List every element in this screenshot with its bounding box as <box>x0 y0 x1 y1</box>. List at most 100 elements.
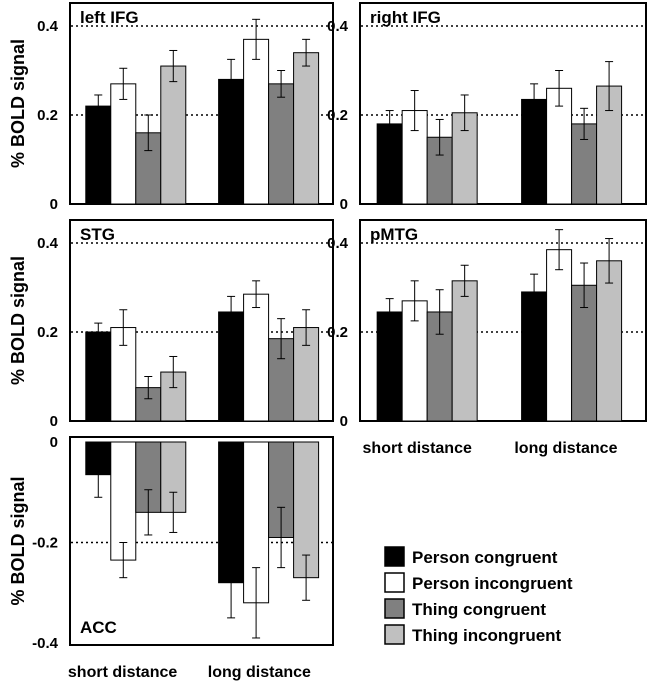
error-bar <box>580 262 589 309</box>
error-bar <box>385 110 394 138</box>
error-bar <box>580 107 589 140</box>
y-tick-label: -0.2 <box>32 535 58 552</box>
error-bar <box>302 38 311 67</box>
bar-person-incongruent-short-distance <box>110 441 137 561</box>
error-bar <box>144 376 153 400</box>
bar-thing-incongruent-short-distance <box>160 65 187 205</box>
y-tick-label: 0 <box>50 196 58 213</box>
error-bar <box>252 18 261 60</box>
error-bar <box>555 70 564 107</box>
panel-right-ifg: 0 0.2 0.4 right IFG <box>327 2 647 213</box>
y-tick-label: 0.4 <box>37 18 59 35</box>
y-tick-label: 0 <box>340 413 348 430</box>
bar-person-congruent-long-distance <box>521 291 548 422</box>
bar-person-congruent-short-distance <box>85 105 112 205</box>
panel-title: pMTG <box>370 225 418 244</box>
y-tick-label: 0.2 <box>327 324 348 341</box>
panel-title: right IFG <box>370 8 441 27</box>
legend-item-person-incongruent: Person incongruent <box>384 572 573 593</box>
error-bar <box>144 489 153 536</box>
y-axis-label: % BOLD signal <box>8 256 28 385</box>
error-bar <box>435 118 444 156</box>
bar-thing-incongruent-short-distance <box>451 280 478 422</box>
panel-left-ifg: 0 0.2 0.4 left IFG % BOLD signal <box>8 2 334 213</box>
error-bar <box>94 94 103 118</box>
bar-person-incongruent-long-distance <box>546 249 573 422</box>
legend-swatch <box>384 598 405 619</box>
error-bar <box>94 322 103 342</box>
bar-thing-congruent-long-distance <box>268 83 295 205</box>
y-tick-label: 0 <box>340 196 348 213</box>
error-bar <box>119 309 128 346</box>
x-category-label: short distance <box>68 664 177 681</box>
panel-stg: 0 0.2 0.4 STG % BOLD signal <box>8 219 334 430</box>
panel-title: STG <box>80 225 115 244</box>
error-bar <box>252 280 261 309</box>
error-bar <box>410 90 419 132</box>
error-bar <box>277 70 286 98</box>
legend-item-thing-congruent: Thing congruent <box>384 598 546 619</box>
error-bar <box>144 114 153 152</box>
legend-label: Person incongruent <box>412 574 573 593</box>
bar-thing-incongruent-long-distance <box>293 327 320 422</box>
y-tick-label: 0 <box>50 413 58 430</box>
legend-swatch <box>384 624 405 645</box>
y-tick-label: 0.4 <box>37 235 59 252</box>
error-bar <box>277 506 286 569</box>
error-bar <box>227 58 236 100</box>
y-tick-label: 0.4 <box>327 18 349 35</box>
legend-label: Thing congruent <box>412 600 546 619</box>
bar-person-congruent-long-distance <box>218 78 245 205</box>
legend-label: Thing incongruent <box>412 626 562 645</box>
panel-title: ACC <box>80 618 117 637</box>
legend: Person congruent Person incongruent Thing … <box>384 546 573 645</box>
error-bar <box>530 273 539 311</box>
error-bar <box>302 309 311 346</box>
bar-person-congruent-short-distance <box>376 311 403 422</box>
error-bar <box>169 49 178 83</box>
error-bar <box>410 280 419 322</box>
bar-person-congruent-long-distance <box>218 311 245 422</box>
panel-title: left IFG <box>80 8 139 27</box>
legend-label: Person congruent <box>412 548 558 567</box>
error-bar <box>169 491 178 533</box>
error-bar <box>252 567 261 639</box>
error-bar <box>385 298 394 326</box>
y-tick-label: 0.2 <box>37 324 58 341</box>
x-category-label: short distance <box>363 440 472 457</box>
error-bar <box>530 83 539 116</box>
y-tick-label: 0.4 <box>327 235 349 252</box>
y-tick-label: 0.2 <box>327 107 348 124</box>
error-bar <box>435 289 444 335</box>
bar-person-congruent-long-distance <box>521 98 548 205</box>
error-bar <box>119 67 128 100</box>
error-bar <box>605 238 614 284</box>
bar-person-congruent-short-distance <box>85 331 112 422</box>
bar-thing-incongruent-long-distance <box>293 52 320 205</box>
error-bar <box>277 318 286 360</box>
y-axis-label: % BOLD signal <box>8 476 28 605</box>
legend-item-person-congruent: Person congruent <box>384 546 558 567</box>
error-bar <box>460 94 469 132</box>
x-category-label: long distance <box>514 440 617 457</box>
error-bar <box>605 61 614 112</box>
legend-swatch <box>384 572 405 593</box>
y-tick-label: -0.4 <box>32 635 59 652</box>
bar-person-incongruent-long-distance <box>243 38 270 205</box>
error-bar <box>460 264 469 297</box>
error-bar <box>227 547 236 619</box>
legend-swatch <box>384 546 405 567</box>
error-bar <box>555 229 564 271</box>
error-bar <box>119 542 128 579</box>
bar-person-incongruent-long-distance <box>243 293 270 422</box>
panel-acc: 0 -0.2 -0.4 ACC % BOLD signal short distance l… <box>8 434 334 681</box>
y-tick-label: 0.2 <box>37 107 58 124</box>
y-tick-label: 0 <box>50 434 58 451</box>
bar-person-incongruent-short-distance <box>110 83 137 205</box>
x-category-label: long distance <box>208 664 311 681</box>
y-axis-label: % BOLD signal <box>8 39 28 168</box>
error-bar <box>94 451 103 498</box>
error-bar <box>169 355 178 389</box>
error-bar <box>302 554 311 601</box>
